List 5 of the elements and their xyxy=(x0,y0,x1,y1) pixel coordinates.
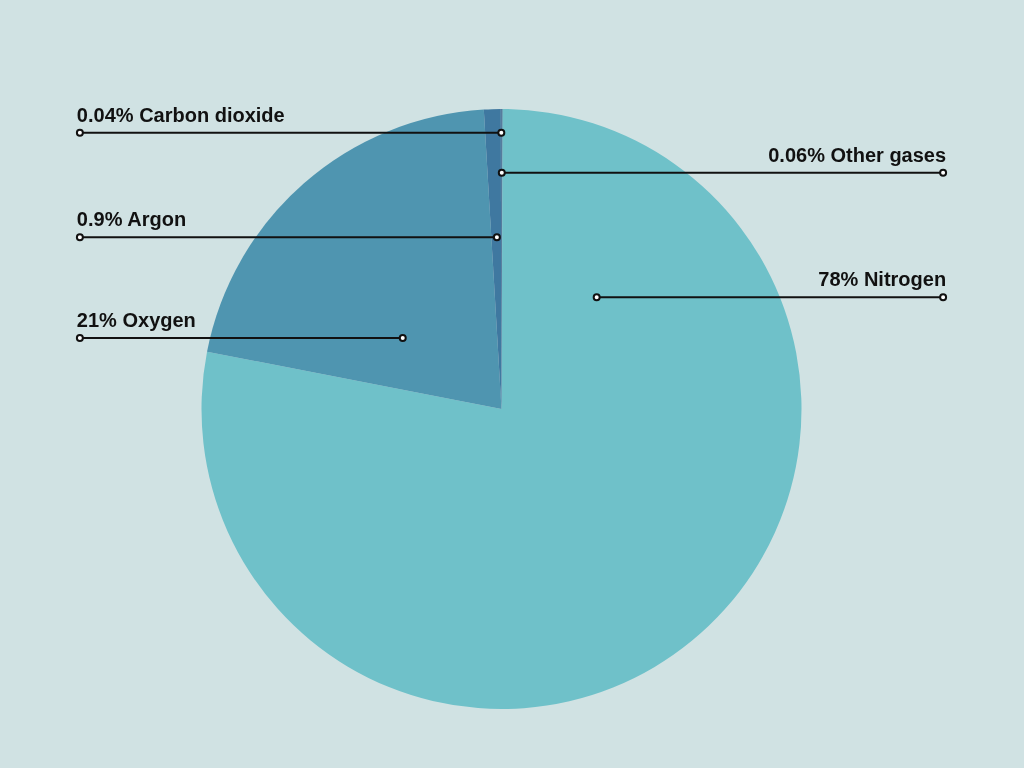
slice-label: 0.04% Carbon dioxide xyxy=(76,103,285,126)
slice-label: 78% Nitrogen xyxy=(818,268,947,291)
slice-label: 0.06% Other gases xyxy=(768,143,947,166)
slice-label: 0.9% Argon xyxy=(76,208,187,231)
slice-label: 21% Oxygen xyxy=(76,308,196,331)
